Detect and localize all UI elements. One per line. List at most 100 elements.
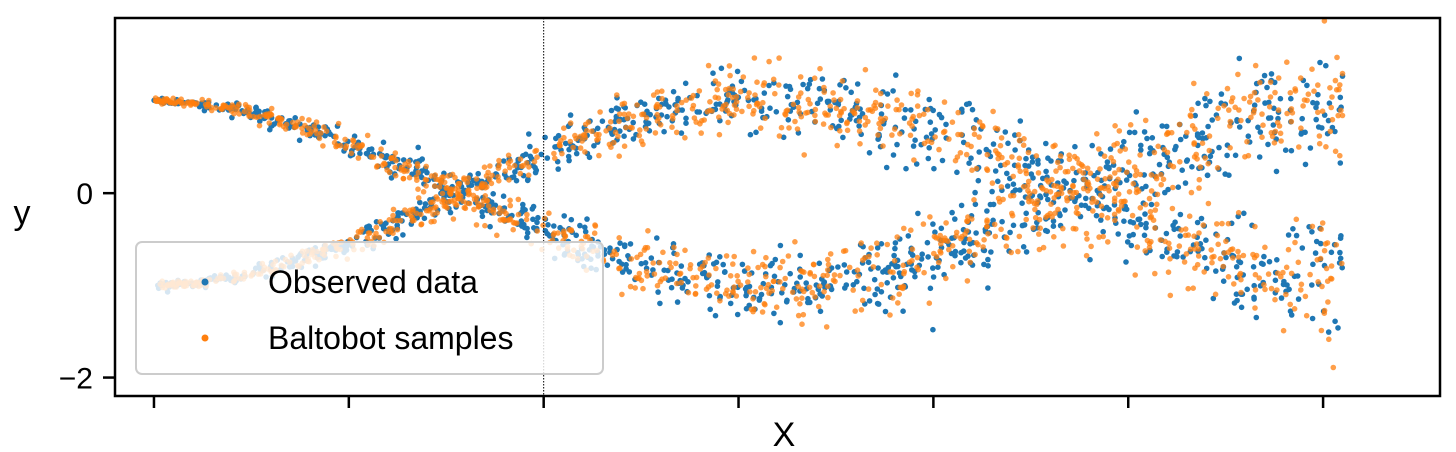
baltobot-sample-point xyxy=(900,262,907,269)
observed-data-point xyxy=(958,249,964,256)
baltobot-sample-point xyxy=(1031,188,1038,195)
baltobot-sample-point xyxy=(614,92,620,98)
observed-data-point xyxy=(954,169,960,176)
baltobot-sample-point xyxy=(1016,155,1023,162)
observed-data-point xyxy=(257,118,263,124)
baltobot-sample-point xyxy=(464,179,471,186)
baltobot-sample-point xyxy=(1303,312,1310,319)
baltobot-sample-point xyxy=(373,224,380,231)
baltobot-sample-point xyxy=(1326,336,1332,343)
observed-data-point xyxy=(1202,95,1208,102)
baltobot-sample-point xyxy=(909,257,915,264)
observed-data-point xyxy=(674,299,681,305)
baltobot-sample-point xyxy=(875,132,881,138)
baltobot-sample-point xyxy=(984,223,990,230)
baltobot-sample-point xyxy=(354,233,360,240)
observed-data-point xyxy=(1204,172,1211,179)
observed-data-point xyxy=(642,260,649,266)
baltobot-sample-point xyxy=(776,55,782,61)
baltobot-sample-point xyxy=(482,193,489,199)
observed-data-point xyxy=(1010,222,1017,229)
observed-data-point xyxy=(1194,133,1201,139)
baltobot-sample-point xyxy=(448,198,454,204)
baltobot-sample-point xyxy=(386,169,393,176)
observed-data-point xyxy=(1236,55,1243,62)
baltobot-sample-point xyxy=(376,234,383,241)
baltobot-sample-point xyxy=(926,300,933,307)
baltobot-sample-point xyxy=(428,219,435,225)
y-axis-label: y xyxy=(14,194,31,232)
observed-data-point xyxy=(967,241,973,247)
baltobot-sample-point xyxy=(1070,165,1076,172)
observed-data-point xyxy=(1202,254,1208,261)
baltobot-sample-point xyxy=(1083,252,1090,259)
observed-data-point xyxy=(1171,226,1177,233)
baltobot-sample-point xyxy=(682,135,688,141)
baltobot-sample-point xyxy=(1101,153,1108,159)
observed-data-point xyxy=(621,243,628,250)
baltobot-sample-point xyxy=(434,210,440,216)
observed-data-point xyxy=(655,289,661,295)
baltobot-sample-point xyxy=(1030,225,1036,231)
observed-data-point xyxy=(926,96,932,103)
baltobot-sample-point xyxy=(475,204,482,210)
observed-data-point xyxy=(699,270,706,277)
baltobot-sample-point xyxy=(874,252,880,258)
baltobot-sample-point xyxy=(1274,119,1281,126)
baltobot-sample-point xyxy=(1332,77,1339,84)
baltobot-sample-point xyxy=(1217,255,1224,262)
baltobot-sample-point xyxy=(1154,191,1161,198)
observed-data-point xyxy=(995,178,1001,185)
baltobot-sample-point xyxy=(946,136,952,142)
baltobot-sample-point xyxy=(936,236,942,242)
baltobot-sample-point xyxy=(1100,233,1106,240)
baltobot-sample-point xyxy=(1193,241,1200,247)
baltobot-sample-point xyxy=(234,107,240,113)
legend-box xyxy=(135,241,604,375)
observed-data-point xyxy=(884,280,890,286)
observed-data-point xyxy=(797,252,803,259)
baltobot-sample-point xyxy=(1170,184,1176,191)
baltobot-sample-point xyxy=(541,215,548,222)
observed-data-point xyxy=(1173,143,1179,150)
observed-data-point xyxy=(1022,162,1028,169)
baltobot-sample-point xyxy=(995,195,1002,202)
observed-data-point xyxy=(784,93,791,100)
baltobot-sample-point xyxy=(984,166,990,172)
baltobot-sample-point xyxy=(572,132,578,139)
baltobot-sample-point xyxy=(515,196,522,203)
baltobot-sample-point xyxy=(299,130,306,136)
observed-data-point xyxy=(952,248,959,255)
baltobot-sample-point xyxy=(692,290,699,297)
baltobot-sample-point xyxy=(1211,253,1217,260)
baltobot-sample-point xyxy=(757,125,764,131)
baltobot-sample-point xyxy=(908,227,914,233)
observed-data-point xyxy=(739,261,746,268)
baltobot-sample-point xyxy=(870,264,877,270)
observed-data-point xyxy=(721,269,728,276)
observed-data-point xyxy=(1203,237,1209,243)
observed-data-point xyxy=(787,86,794,93)
baltobot-sample-point xyxy=(676,271,683,278)
observed-data-point xyxy=(617,128,623,134)
baltobot-sample-point xyxy=(1209,259,1215,266)
baltobot-sample-point xyxy=(801,152,807,158)
baltobot-sample-point xyxy=(795,283,801,290)
observed-data-point xyxy=(976,149,982,155)
baltobot-sample-point xyxy=(1311,88,1317,94)
baltobot-sample-point xyxy=(1116,166,1122,173)
observed-data-point xyxy=(892,240,899,246)
baltobot-sample-point xyxy=(607,119,614,125)
baltobot-sample-point xyxy=(943,220,949,226)
baltobot-sample-point xyxy=(1126,159,1132,165)
baltobot-sample-point xyxy=(1186,213,1193,219)
baltobot-sample-point xyxy=(831,97,837,103)
observed-data-point xyxy=(910,143,917,149)
baltobot-sample-point xyxy=(206,97,212,104)
baltobot-sample-point xyxy=(561,228,567,234)
baltobot-sample-point xyxy=(639,111,645,118)
baltobot-sample-point xyxy=(386,225,393,232)
baltobot-sample-point xyxy=(1118,203,1125,209)
baltobot-sample-point xyxy=(778,124,785,131)
observed-data-point xyxy=(475,170,482,177)
